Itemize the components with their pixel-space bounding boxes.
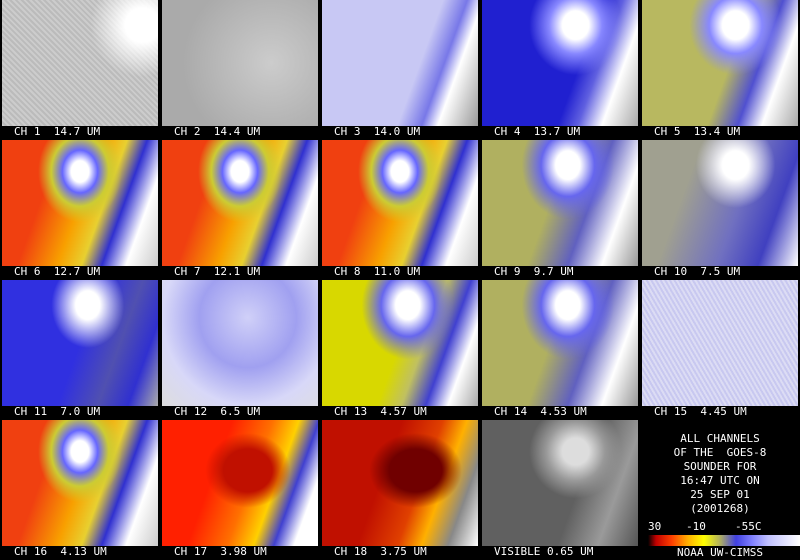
channel-image [162,420,318,546]
channel-image [482,420,638,546]
channel-panel: CH 11 7.0 UM [0,280,160,420]
channel-image [2,0,158,126]
channel-image [482,0,638,126]
channel-image [162,0,318,126]
channel-panel: CH 10 7.5 UM [640,140,800,280]
scale-label: 30 [648,520,662,533]
info-panel: ALL CHANNELS OF THE GOES-8 SOUNDER FOR 16:4… [640,420,800,560]
info-line: ALL CHANNELS [680,432,760,445]
channel-image [642,140,798,266]
channel-panel: CH 17 3.98 UM [160,420,320,560]
channel-label: CH 13 4.57 UM [334,405,427,418]
channel-label: CH 1 14.7 UM [14,125,101,138]
scale-label: -55C [735,520,762,533]
channel-image [162,280,318,406]
channel-label: CH 7 12.1 UM [174,265,261,278]
channel-label: CH 18 3.75 UM [334,545,427,558]
channel-label: CH 15 4.45 UM [654,405,747,418]
channel-image [2,140,158,266]
channel-image [322,140,478,266]
channel-panel: CH 3 14.0 UM [320,0,480,140]
channel-label: CH 10 7.5 UM [654,265,741,278]
channel-label: CH 17 3.98 UM [174,545,267,558]
scale-label: -10 [686,520,706,533]
channel-image [322,0,478,126]
channel-image [2,280,158,406]
channel-label: CH 8 11.0 UM [334,265,421,278]
channel-panel: CH 13 4.57 UM [320,280,480,420]
channel-image [642,280,798,406]
credit: NOAA UW-CIMSS [676,546,764,559]
channel-panel: CH 7 12.1 UM [160,140,320,280]
channel-panel: CH 4 13.7 UM [480,0,640,140]
channel-panel: CH 14 4.53 UM [480,280,640,420]
channel-label: CH 14 4.53 UM [494,405,587,418]
info-line: OF THE GOES-8 [673,446,767,459]
color-scale [640,535,800,546]
channel-label: CH 9 9.7 UM [494,265,574,278]
channel-label: CH 11 7.0 UM [14,405,101,418]
channel-image [642,0,798,126]
channel-panel: CH 2 14.4 UM [160,0,320,140]
channel-label: CH 16 4.13 UM [14,545,107,558]
channel-label: CH 4 13.7 UM [494,125,581,138]
channel-label: CH 12 6.5 UM [174,405,261,418]
channel-label: CH 5 13.4 UM [654,125,741,138]
channel-label: CH 6 12.7 UM [14,265,101,278]
channel-panel: CH 8 11.0 UM [320,140,480,280]
channel-panel: CH 15 4.45 UM [640,280,800,420]
channel-image [482,280,638,406]
info-line: 25 SEP 01 [690,488,750,501]
channel-panel: CH 12 6.5 UM [160,280,320,420]
channel-image [322,280,478,406]
channel-image [2,420,158,546]
info-line: 16:47 UTC ON [680,474,760,487]
channel-panel: CH 1 14.7 UM [0,0,160,140]
channel-image [482,140,638,266]
info-line: SOUNDER FOR [683,460,757,473]
channel-image [162,140,318,266]
channel-panel: CH 9 9.7 UM [480,140,640,280]
channel-image [322,420,478,546]
info-line: (2001268) [690,502,750,515]
channel-panel: CH 16 4.13 UM [0,420,160,560]
channel-panel: CH 6 12.7 UM [0,140,160,280]
channel-label: VISIBLE 0.65 UM [494,545,594,558]
channel-panel: CH 5 13.4 UM [640,0,800,140]
channel-panel: CH 18 3.75 UM [320,420,480,560]
channel-label: CH 3 14.0 UM [334,125,421,138]
channel-panel: VISIBLE 0.65 UM [480,420,640,560]
channel-label: CH 2 14.4 UM [174,125,261,138]
